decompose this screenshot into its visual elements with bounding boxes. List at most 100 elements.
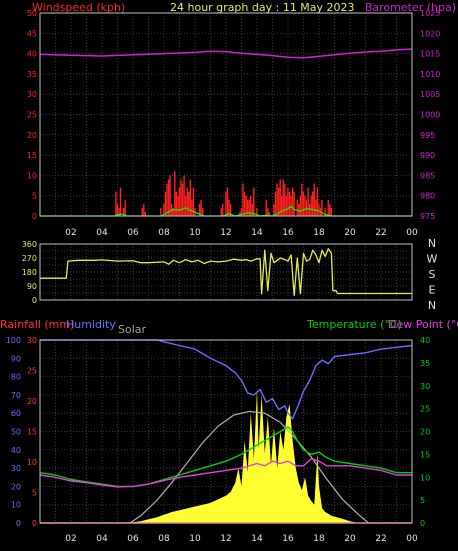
windspeed-bar (119, 187, 122, 216)
climate-x-tick-label: 00 (406, 534, 418, 544)
windspeed-bar (282, 179, 284, 216)
windspeed-bar (181, 183, 184, 216)
climate-x-tick-label: 16 (282, 534, 294, 544)
windspeed-bar (220, 207, 222, 216)
windspeed-bar (226, 187, 229, 216)
windspeed-bar (240, 207, 243, 216)
temperature-tick-label: 25 (420, 405, 430, 414)
windspeed-bar (243, 191, 246, 216)
windspeed-bar (287, 187, 289, 216)
windspeed-bar (301, 183, 303, 216)
wind-x-tick-label: 08 (158, 228, 170, 238)
windspeed-bar (268, 211, 270, 216)
humidity-tick-label: 80 (11, 373, 21, 382)
wind-x-tick-label: 16 (282, 228, 294, 238)
temperature-axis-label: Temperature (°C) (306, 318, 402, 331)
humidity-tick-label: 90 (11, 354, 21, 363)
windspeed-tick-label: 5 (32, 192, 37, 201)
windspeed-tick-label: 30 (27, 90, 37, 99)
windspeed-tick-label: 40 (27, 50, 37, 59)
wind-x-tick-label: 22 (375, 228, 386, 238)
compass-label: E (429, 284, 436, 297)
wind-x-tick-label: 00 (406, 228, 418, 238)
windspeed-bar (242, 183, 244, 216)
windspeed-bar (164, 191, 167, 216)
windspeed-bar (253, 187, 255, 216)
windspeed-bar (175, 191, 177, 216)
windspeed-bar (172, 207, 174, 216)
windspeed-bar (273, 203, 275, 216)
windspeed-bar (144, 211, 146, 216)
direction-tick-label: 360 (22, 240, 37, 249)
temperature-axis-ticks: 0 5 10 15 20 25 30 35 40 (420, 336, 430, 528)
windspeed-bar (291, 187, 294, 216)
windspeed-tick-label: 15 (27, 151, 37, 160)
climate-x-tick-label: 18 (313, 534, 325, 544)
direction-tick-label: 0 (32, 296, 37, 305)
direction-axis-ticks: 0 90 180 270 360 (22, 240, 37, 305)
windspeed-bar (308, 203, 311, 216)
windspeed-bar (281, 195, 283, 216)
dewpoint-line (39, 458, 412, 488)
wind-x-tick-label: 02 (65, 228, 76, 238)
windspeed-bar (186, 187, 188, 216)
climate-lines (39, 339, 413, 524)
barometer-axis-ticks: 975 980 985 990 995 1000 1005 1010 1015 1020 1025 (420, 9, 440, 221)
humidity-tick-label: 20 (11, 482, 21, 491)
climate-x-tick-label: 22 (375, 534, 386, 544)
windspeed-bar (310, 195, 312, 216)
climate-x-tick-label: 10 (189, 534, 201, 544)
climate-frame (39, 339, 413, 524)
rainfall-axis-label: Rainfall (mm) (0, 318, 74, 331)
windspeed-bar (225, 191, 227, 216)
windspeed-bar (318, 203, 320, 216)
windspeed-bar (116, 203, 119, 216)
windspeed-bar (174, 171, 176, 216)
windspeed-bar (321, 199, 323, 216)
windspeed-tick-label: 35 (27, 70, 37, 79)
solar-area (40, 389, 412, 523)
humidity-tick-label: 100 (6, 336, 21, 345)
windspeed-bar (183, 175, 185, 216)
solar-label: Solar (118, 323, 147, 336)
direction-line (40, 248, 412, 296)
windspeed-bar (313, 183, 315, 216)
barometer-tick-label: 995 (420, 131, 435, 140)
windspeed-bar (169, 175, 171, 216)
windspeed-bar (329, 203, 331, 216)
climate-x-tick-label: 20 (344, 534, 356, 544)
windspeed-bar (202, 207, 204, 216)
windspeed-bar (189, 179, 191, 216)
climate-panel: Rainfall (mm) Humidity Solar Temperature… (0, 318, 458, 544)
humidity-axis-label: Humidity (66, 318, 116, 331)
windspeed-bar (251, 203, 253, 216)
windspeed-bar (279, 179, 281, 216)
windspeed-bar (316, 187, 319, 216)
wind-frame (39, 12, 413, 217)
climate-x-tick-label: 02 (65, 534, 76, 544)
windspeed-bar (167, 179, 170, 216)
direction-tick-label: 180 (22, 268, 37, 277)
windspeed-tick-label: 10 (27, 171, 37, 180)
direction-border (39, 243, 413, 301)
barometer-tick-label: 975 (420, 212, 435, 221)
climate-x-tick-label: 04 (96, 534, 108, 544)
windspeed-bar (163, 203, 165, 216)
windspeed-bar (229, 203, 232, 216)
humidity-tick-label: 60 (11, 409, 21, 418)
temperature-tick-label: 0 (420, 519, 425, 528)
windspeed-bar (277, 187, 280, 216)
windspeed-bar (198, 203, 201, 216)
barometer-line (39, 48, 413, 59)
windspeed-bar (315, 199, 317, 216)
windspeed-bar (285, 195, 288, 216)
temperature-tick-label: 30 (420, 382, 430, 391)
windspeed-bar (293, 191, 295, 216)
humidity-axis-ticks: 0 10 20 30 40 50 60 70 80 90 100 (6, 336, 21, 528)
climate-x-axis-ticks: 02 04 06 08 10 12 14 16 18 20 22 00 (65, 534, 418, 544)
direction-tick-label: 90 (27, 282, 37, 291)
windspeed-bar (324, 207, 326, 216)
wind-border (39, 12, 413, 217)
